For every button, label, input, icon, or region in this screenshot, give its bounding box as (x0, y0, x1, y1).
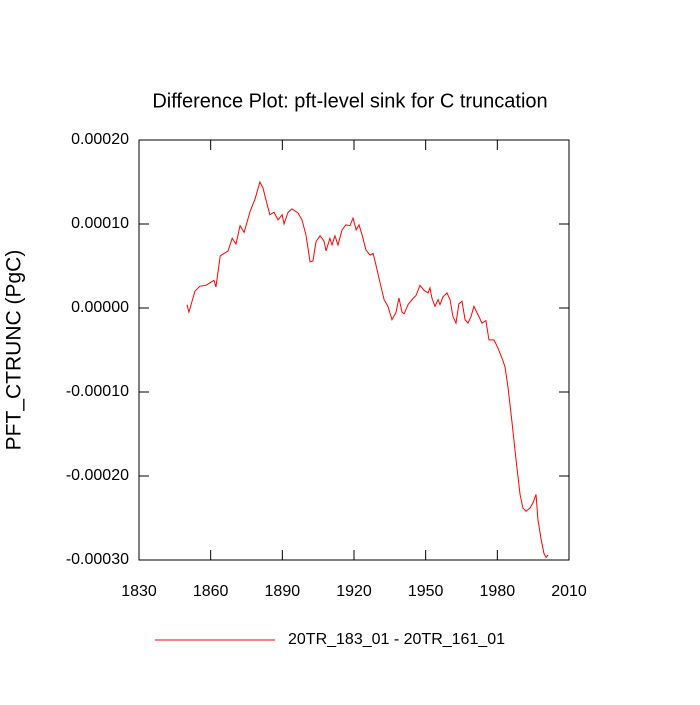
x-tick-label: 1860 (193, 583, 229, 600)
y-tick-label: -0.00030 (66, 551, 129, 568)
x-tick-label: 1950 (408, 583, 444, 600)
data-line (186, 180, 549, 559)
y-tick-label: -0.00020 (66, 467, 129, 484)
y-axis-label: PFT_CTRUNC (PgC) (3, 250, 26, 451)
y-tick-label: 0.00020 (71, 131, 129, 148)
x-tick-label: 1890 (265, 583, 301, 600)
legend-label: 20TR_183_01 - 20TR_161_01 (288, 631, 505, 648)
plot-frame (138, 139, 570, 561)
x-tick-label: 1980 (480, 583, 516, 600)
y-tick-label: -0.00010 (66, 383, 129, 400)
x-tick-label: 1830 (121, 583, 157, 600)
chart-title: Difference Plot: pft-level sink for C tr… (152, 90, 547, 112)
y-tick-label: 0.00000 (71, 299, 129, 316)
x-tick-label: 2010 (551, 583, 587, 600)
y-tick-label: 0.00010 (71, 215, 129, 232)
x-tick-label: 1920 (336, 583, 372, 600)
